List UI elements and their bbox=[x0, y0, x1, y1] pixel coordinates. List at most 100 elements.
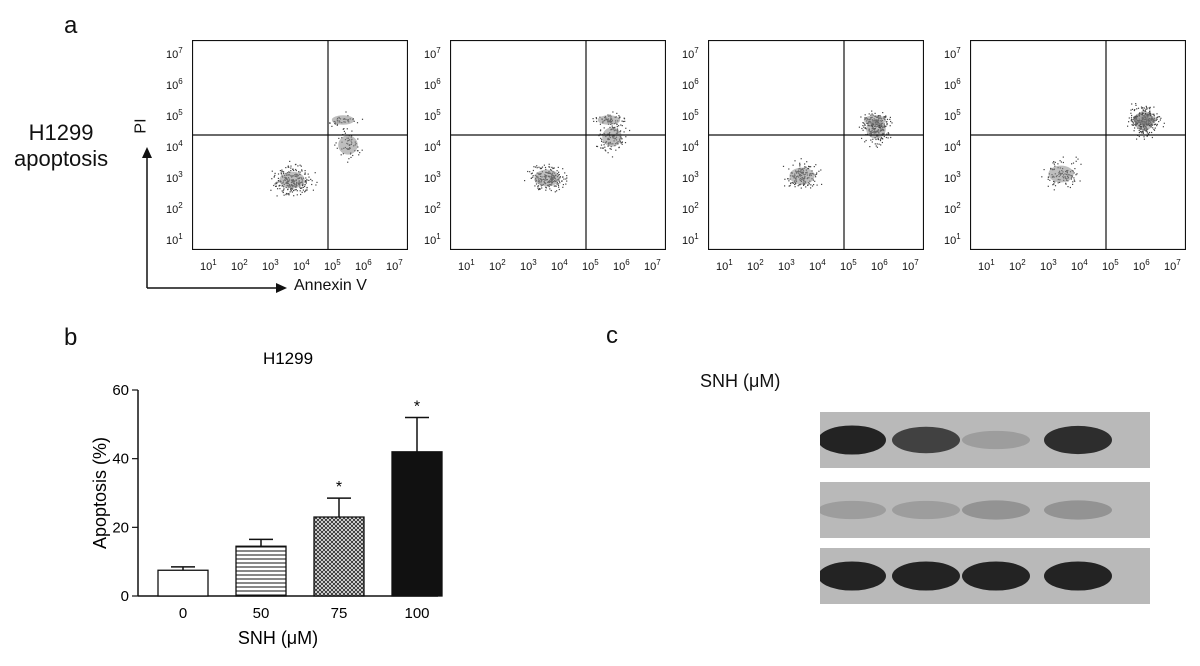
event-dot bbox=[1163, 122, 1165, 124]
event-dot bbox=[550, 168, 552, 171]
event-dot bbox=[1139, 125, 1142, 128]
event-dot bbox=[1149, 108, 1151, 110]
y-tick-label: 103 bbox=[424, 170, 441, 185]
wb-band bbox=[892, 500, 960, 520]
event-dot bbox=[558, 186, 560, 188]
event-dot bbox=[862, 125, 864, 127]
event-dot bbox=[1146, 108, 1148, 110]
event-dot bbox=[881, 141, 883, 144]
x-tick-label: 103 bbox=[1040, 258, 1057, 273]
event-dot bbox=[536, 165, 538, 167]
density-core bbox=[279, 171, 305, 189]
event-dot bbox=[1159, 119, 1161, 121]
event-dot bbox=[888, 133, 890, 135]
event-dot bbox=[1135, 104, 1137, 106]
event-dot bbox=[557, 183, 559, 185]
event-dot bbox=[609, 126, 611, 128]
event-dot bbox=[1153, 115, 1155, 117]
event-dot bbox=[277, 177, 279, 179]
event-dot bbox=[620, 130, 622, 132]
event-dot bbox=[788, 180, 790, 182]
event-dot bbox=[302, 189, 304, 191]
event-dot bbox=[607, 114, 609, 116]
y-axis-label-pi: PI bbox=[132, 118, 150, 134]
event-dot bbox=[274, 172, 276, 174]
event-dot bbox=[538, 188, 540, 190]
event-dot bbox=[1142, 109, 1144, 111]
y-tick-label: 104 bbox=[424, 139, 441, 154]
event-dot bbox=[1145, 105, 1147, 107]
event-dot bbox=[872, 138, 874, 140]
event-dot bbox=[1144, 110, 1146, 112]
event-dot bbox=[874, 112, 876, 114]
density-core bbox=[863, 115, 887, 125]
event-dot bbox=[281, 170, 283, 172]
event-dot bbox=[1136, 108, 1138, 110]
event-dot bbox=[869, 146, 871, 148]
event-dot bbox=[529, 171, 531, 173]
event-dot bbox=[294, 164, 297, 166]
event-dot bbox=[351, 135, 353, 137]
event-dot bbox=[795, 183, 797, 185]
panel-c-label: c bbox=[606, 322, 618, 349]
event-dot bbox=[285, 167, 287, 169]
event-dot bbox=[611, 125, 613, 127]
event-dot bbox=[298, 171, 300, 173]
event-dot bbox=[621, 141, 623, 143]
event-dot bbox=[1143, 138, 1145, 140]
event-dot bbox=[1133, 116, 1135, 118]
x-tick-label: 101 bbox=[716, 258, 733, 273]
event-dot bbox=[1144, 113, 1146, 115]
event-dot bbox=[545, 189, 547, 191]
event-dot bbox=[1153, 128, 1155, 130]
event-dot bbox=[807, 184, 809, 186]
y-tick-label: 20 bbox=[112, 519, 129, 536]
event-dot bbox=[1149, 114, 1152, 116]
event-dot bbox=[790, 182, 792, 184]
event-dot bbox=[1152, 127, 1154, 129]
y-tick-label: 104 bbox=[682, 139, 699, 154]
event-dot bbox=[885, 115, 887, 117]
event-dot bbox=[1149, 110, 1151, 112]
event-dot bbox=[1153, 129, 1156, 131]
event-dot bbox=[293, 195, 295, 197]
event-dot bbox=[797, 185, 799, 187]
event-dot bbox=[1141, 132, 1143, 134]
x-tick-label: 105 bbox=[582, 258, 599, 273]
event-dot bbox=[864, 127, 866, 129]
event-dot bbox=[615, 149, 617, 151]
event-dot bbox=[794, 186, 796, 188]
event-dot bbox=[1134, 109, 1136, 111]
event-dot bbox=[1047, 176, 1049, 178]
event-dot bbox=[1131, 108, 1134, 110]
event-dot bbox=[889, 116, 891, 118]
event-dot bbox=[553, 167, 555, 169]
event-dot bbox=[565, 183, 567, 185]
event-dot bbox=[1135, 103, 1137, 105]
event-dot bbox=[1142, 110, 1144, 112]
event-dot bbox=[1134, 117, 1136, 119]
event-dot bbox=[818, 170, 820, 172]
event-dot bbox=[875, 145, 877, 147]
event-dot bbox=[338, 137, 340, 139]
event-dot bbox=[527, 170, 529, 173]
event-dot bbox=[342, 128, 344, 130]
y-tick-label: 101 bbox=[166, 232, 183, 247]
x-tick-label: 105 bbox=[324, 258, 341, 273]
event-dot bbox=[1151, 124, 1153, 126]
event-dot bbox=[278, 181, 280, 183]
event-dot bbox=[814, 174, 816, 176]
y-tick-label: 0 bbox=[121, 588, 129, 605]
event-dot bbox=[306, 179, 308, 181]
event-dot bbox=[290, 165, 292, 167]
event-dot bbox=[344, 132, 346, 134]
event-dot bbox=[1158, 121, 1160, 123]
event-dot bbox=[1131, 103, 1133, 105]
event-dot bbox=[357, 150, 359, 152]
event-dot bbox=[880, 138, 882, 140]
event-dot bbox=[864, 127, 866, 129]
event-dot bbox=[1130, 120, 1132, 122]
event-dot bbox=[316, 181, 318, 183]
event-dot bbox=[294, 189, 296, 191]
event-dot bbox=[612, 126, 614, 129]
